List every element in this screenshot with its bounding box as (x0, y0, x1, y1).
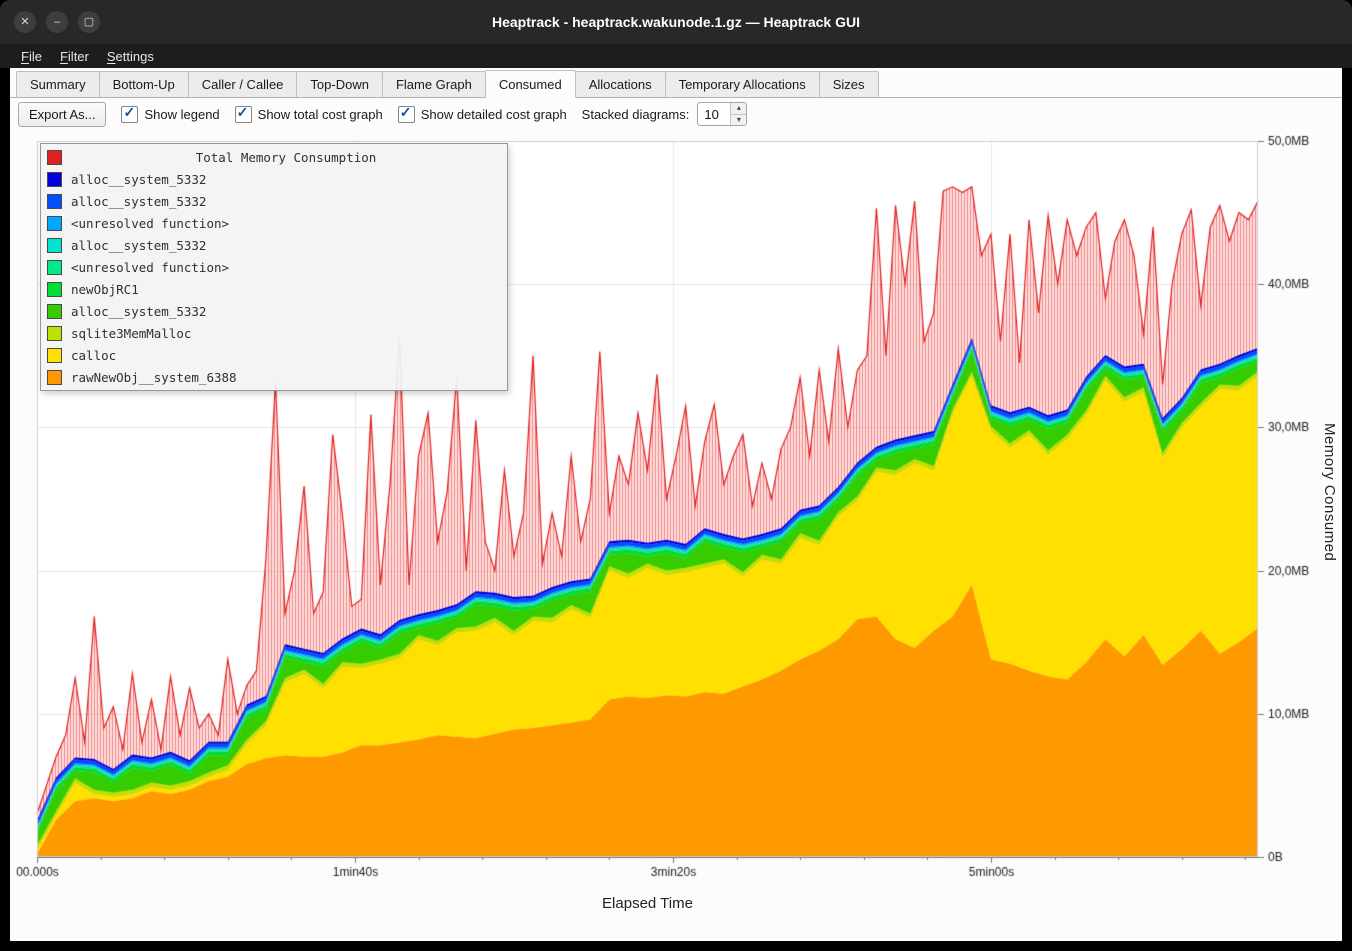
tab-allocations[interactable]: Allocations (574, 71, 666, 97)
legend-item: calloc (41, 344, 507, 366)
legend-label: sqlite3MemMalloc (71, 325, 192, 341)
legend-swatch (47, 171, 62, 187)
close-icon[interactable]: ✕ (14, 11, 36, 33)
check-icon: ✓ (123, 103, 136, 120)
legend-item: alloc__system_5332 (41, 190, 507, 212)
tab-bar: Summary Bottom-Up Caller / Callee Top-Do… (10, 68, 1342, 98)
legend-item: newObjRC1 (41, 278, 507, 300)
legend-swatch (47, 325, 62, 341)
legend-label: alloc__system_5332 (71, 237, 207, 253)
tab-consumed[interactable]: Consumed (484, 70, 576, 98)
legend-item: rawNewObj__system_6388 (41, 366, 507, 388)
checkbox-icon: ✓ (397, 103, 415, 123)
tab-sizes[interactable]: Sizes (818, 71, 879, 97)
show-legend-label: Show legend (144, 106, 220, 122)
legend-label: <unresolved function> (71, 259, 230, 275)
legend-title-row: Total Memory Consumption (41, 146, 507, 168)
legend-swatch (47, 347, 62, 363)
x-axis-title: Elapsed Time (602, 895, 693, 912)
minimize-icon[interactable]: – (46, 11, 68, 33)
legend-label: newObjRC1 (71, 281, 139, 297)
chart-legend: Total Memory Consumption alloc__system_5… (40, 143, 508, 391)
legend-swatch (47, 237, 62, 253)
stacked-diagrams-control: Stacked diagrams: ▴ ▾ (582, 102, 748, 126)
stacked-diagrams-spinbox[interactable]: ▴ ▾ (697, 102, 748, 126)
menu-settings[interactable]: Settings (106, 48, 154, 64)
chart-area: Total Memory Consumption alloc__system_5… (10, 130, 1342, 941)
legend-label: alloc__system_5332 (71, 193, 207, 209)
legend-title: Total Memory Consumption (195, 149, 377, 165)
legend-swatch (47, 369, 62, 385)
chart-toolbar: Export As... ✓ Show legend ✓ Show total … (10, 98, 1342, 130)
show-total-cost-checkbox[interactable]: ✓ Show total cost graph (234, 103, 383, 123)
legend-label: rawNewObj__system_6388 (71, 369, 237, 385)
legend-label: <unresolved function> (71, 215, 230, 231)
legend-label: alloc__system_5332 (71, 303, 207, 319)
spin-down-icon[interactable]: ▾ (731, 113, 747, 125)
menu-filter[interactable]: Filter (59, 48, 89, 64)
legend-label: alloc__system_5332 (71, 171, 207, 187)
maximize-icon[interactable]: ▢ (78, 11, 100, 33)
window-title: Heaptrack - heaptrack.wakunode.1.gz — He… (491, 14, 860, 30)
title-bar[interactable]: ✕ – ▢ Heaptrack - heaptrack.wakunode.1.g… (0, 0, 1352, 44)
check-icon: ✓ (399, 103, 412, 120)
legend-swatch (47, 215, 62, 231)
total-swatch (47, 149, 62, 165)
legend-item: alloc__system_5332 (41, 168, 507, 190)
spin-arrows: ▴ ▾ (730, 103, 747, 125)
legend-swatch (47, 259, 62, 275)
show-legend-checkbox[interactable]: ✓ Show legend (121, 103, 220, 123)
legend-item: <unresolved function> (41, 256, 507, 278)
y-axis-title: Memory Consumed (1321, 423, 1338, 562)
stacked-diagrams-input[interactable] (698, 103, 731, 125)
window-controls: ✕ – ▢ (14, 0, 100, 44)
checkbox-icon: ✓ (234, 103, 252, 123)
tab-flame-graph[interactable]: Flame Graph (381, 71, 486, 97)
legend-label: calloc (71, 347, 117, 363)
export-as-button[interactable]: Export As... (18, 101, 107, 127)
legend-item: alloc__system_5332 (41, 234, 507, 256)
menu-bar: File Filter Settings (0, 44, 1352, 68)
tab-top-down[interactable]: Top-Down (296, 71, 383, 97)
show-total-cost-label: Show total cost graph (257, 106, 383, 122)
menu-file[interactable]: File (21, 48, 42, 64)
legend-item: <unresolved function> (41, 212, 507, 234)
checkbox-icon: ✓ (121, 103, 139, 123)
stacked-diagrams-label: Stacked diagrams: (581, 106, 690, 122)
show-detailed-cost-checkbox[interactable]: ✓ Show detailed cost graph (397, 103, 567, 123)
main-content: Summary Bottom-Up Caller / Callee Top-Do… (10, 68, 1342, 941)
legend-item: alloc__system_5332 (41, 300, 507, 322)
legend-swatch (47, 303, 62, 319)
tab-bottom-up[interactable]: Bottom-Up (98, 71, 189, 97)
legend-swatch (47, 193, 62, 209)
tab-caller-callee[interactable]: Caller / Callee (187, 71, 298, 97)
check-icon: ✓ (236, 103, 249, 120)
legend-swatch (47, 281, 62, 297)
spin-up-icon[interactable]: ▴ (731, 103, 747, 114)
legend-item: sqlite3MemMalloc (41, 322, 507, 344)
tab-temporary-allocations[interactable]: Temporary Allocations (664, 71, 820, 97)
tab-summary[interactable]: Summary (16, 71, 100, 97)
show-detailed-cost-label: Show detailed cost graph (420, 106, 567, 122)
